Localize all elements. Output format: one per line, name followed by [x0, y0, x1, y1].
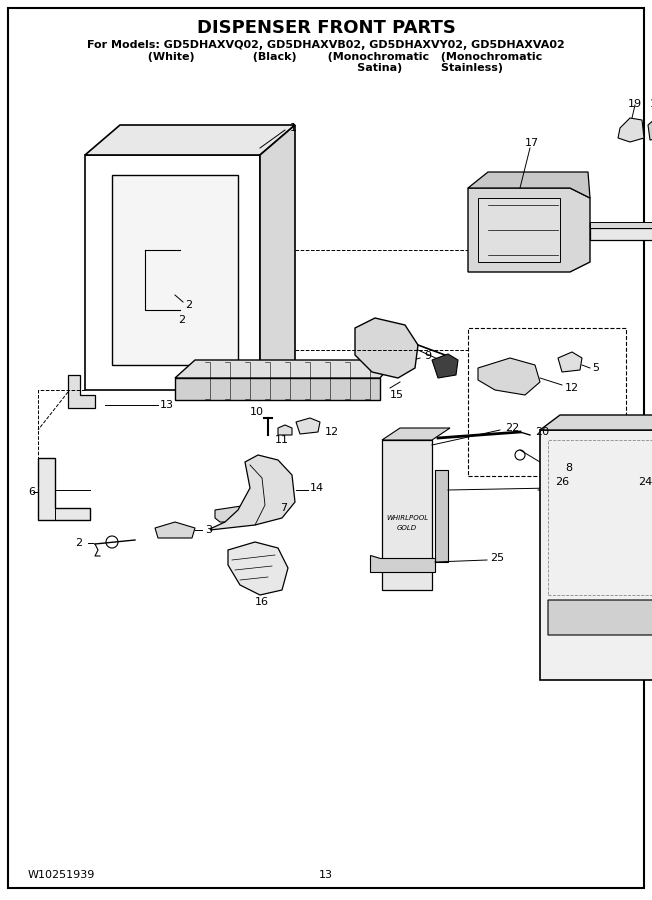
Text: 13: 13 [319, 870, 333, 880]
Polygon shape [355, 318, 418, 378]
Text: 12: 12 [565, 383, 579, 393]
Circle shape [515, 450, 525, 460]
Polygon shape [296, 418, 320, 434]
Text: 17: 17 [525, 138, 539, 148]
Text: 20: 20 [535, 427, 549, 437]
Text: 22: 22 [505, 423, 519, 433]
Text: 6: 6 [28, 487, 35, 497]
Text: 16: 16 [255, 597, 269, 607]
Polygon shape [590, 222, 652, 240]
Text: 2: 2 [75, 538, 82, 548]
Polygon shape [175, 360, 395, 378]
Text: For Models: GD5DHAXVQ02, GD5DHAXVB02, GD5DHAXVY02, GD5DHAXVA02: For Models: GD5DHAXVQ02, GD5DHAXVB02, GD… [87, 40, 565, 50]
Polygon shape [278, 425, 292, 435]
Circle shape [93, 371, 101, 379]
Polygon shape [468, 172, 590, 198]
Polygon shape [468, 188, 590, 272]
Polygon shape [175, 378, 380, 400]
Polygon shape [435, 470, 448, 562]
Polygon shape [215, 505, 268, 522]
Polygon shape [432, 354, 458, 378]
Text: 25: 25 [490, 553, 504, 563]
Polygon shape [618, 118, 644, 142]
Polygon shape [112, 175, 238, 365]
Text: 9: 9 [424, 351, 431, 361]
Text: 8: 8 [565, 463, 572, 473]
Polygon shape [260, 125, 295, 390]
Text: 26: 26 [555, 477, 569, 487]
Text: W10251939: W10251939 [28, 870, 95, 880]
Text: 24: 24 [638, 477, 652, 487]
Text: 5: 5 [592, 363, 599, 373]
Text: (White)               (Black)        (Monochromatic   (Monochromatic: (White) (Black) (Monochromatic (Monochro… [110, 52, 542, 62]
Text: GOLD: GOLD [397, 525, 417, 531]
Circle shape [155, 275, 165, 285]
Text: 18: 18 [650, 99, 652, 109]
Text: 3: 3 [205, 525, 212, 535]
Polygon shape [382, 428, 450, 440]
Circle shape [93, 164, 101, 172]
Polygon shape [548, 600, 652, 635]
Polygon shape [155, 522, 195, 538]
Text: 11: 11 [275, 435, 289, 445]
Circle shape [246, 164, 254, 172]
Polygon shape [85, 155, 260, 390]
Text: 7: 7 [280, 503, 287, 513]
Text: 19: 19 [628, 99, 642, 109]
Bar [468, 328, 626, 476]
Circle shape [246, 371, 254, 379]
Text: 13: 13 [160, 400, 174, 410]
Polygon shape [68, 375, 95, 408]
Polygon shape [478, 198, 560, 262]
Text: 2: 2 [178, 315, 185, 325]
Text: 15: 15 [390, 390, 404, 400]
Text: 1: 1 [290, 123, 297, 133]
Text: 14: 14 [310, 483, 324, 493]
Text: DISPENSER FRONT PARTS: DISPENSER FRONT PARTS [196, 19, 456, 37]
Polygon shape [558, 352, 582, 372]
Text: 2: 2 [185, 300, 192, 310]
Polygon shape [85, 125, 295, 155]
Text: 10: 10 [250, 407, 264, 417]
Polygon shape [382, 440, 432, 590]
Polygon shape [370, 555, 435, 572]
Text: Satina)          Stainless): Satina) Stainless) [149, 63, 503, 73]
Polygon shape [540, 420, 652, 680]
Bar [548, 440, 652, 595]
Polygon shape [590, 222, 652, 228]
Polygon shape [478, 358, 540, 395]
Text: 12: 12 [325, 427, 339, 437]
Text: WHIRLPOOL: WHIRLPOOL [386, 515, 428, 521]
Polygon shape [228, 542, 288, 595]
Polygon shape [210, 455, 295, 530]
Polygon shape [38, 458, 90, 520]
Polygon shape [540, 415, 652, 430]
Polygon shape [648, 118, 652, 140]
